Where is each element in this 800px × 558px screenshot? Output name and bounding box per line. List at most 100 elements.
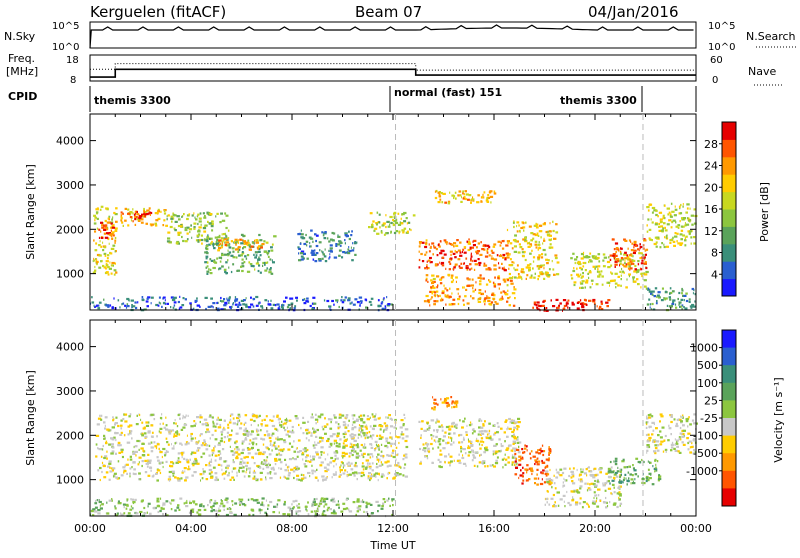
- power-cell: [193, 307, 195, 310]
- velocity-cell: [357, 436, 359, 439]
- velocity-cell: [283, 500, 286, 504]
- velocity-cell: [381, 463, 384, 466]
- velocity-ytick-label: 2000: [56, 429, 84, 442]
- velocity-cell: [455, 426, 458, 429]
- velocity-cell: [207, 504, 209, 507]
- power-cell: [460, 200, 463, 203]
- velocity-cell: [586, 502, 588, 505]
- power-cell: [155, 219, 159, 222]
- power-cell: [543, 264, 545, 267]
- power-cell: [551, 246, 554, 249]
- power-cell: [227, 229, 230, 232]
- power-cell: [162, 224, 165, 227]
- power-cell: [537, 278, 539, 281]
- velocity-cell: [273, 472, 277, 475]
- power-cell: [639, 247, 641, 250]
- velocity-cell: [453, 401, 457, 404]
- velocity-cell: [620, 468, 623, 471]
- power-cell: [287, 303, 291, 307]
- velocity-cell: [538, 448, 541, 451]
- power-cell: [424, 245, 428, 249]
- velocity-cell: [319, 416, 322, 419]
- velocity-cell: [351, 423, 354, 426]
- velocity-cell: [602, 501, 606, 504]
- velocity-cell: [607, 467, 611, 470]
- power-cell: [478, 263, 481, 267]
- power-cell: [96, 263, 98, 266]
- velocity-cell: [187, 468, 190, 471]
- velocity-cell: [193, 460, 196, 463]
- power-cell: [626, 278, 628, 281]
- power-cell: [231, 247, 235, 250]
- velocity-cell: [138, 448, 140, 451]
- power-cell: [472, 287, 474, 290]
- velocity-cell: [619, 494, 622, 497]
- power-cell: [177, 233, 181, 236]
- power-cell: [158, 296, 161, 299]
- velocity-cell: [396, 453, 398, 457]
- velocity-cell: [272, 415, 275, 418]
- power-cell: [387, 225, 391, 228]
- velocity-cell: [338, 475, 341, 478]
- velocity-cell: [265, 499, 267, 502]
- velocity-cell: [552, 505, 556, 508]
- velocity-cell: [170, 508, 173, 511]
- velocity-cell: [467, 446, 471, 450]
- velocity-cell: [676, 441, 678, 445]
- power-cell: [167, 237, 171, 240]
- velocity-cell: [174, 476, 177, 479]
- velocity-cell: [243, 429, 247, 432]
- velocity-cell: [271, 419, 274, 422]
- velocity-cell: [127, 433, 130, 436]
- power-cell: [525, 266, 529, 269]
- velocity-cell: [612, 476, 616, 479]
- power-cell: [454, 249, 456, 253]
- velocity-cell: [678, 451, 682, 454]
- velocity-cell: [139, 510, 143, 514]
- velocity-cell: [354, 464, 357, 467]
- velocity-cell: [167, 478, 172, 481]
- velocity-cell: [657, 434, 660, 437]
- velocity-cell: [514, 456, 517, 460]
- velocity-cell: [274, 457, 278, 461]
- velocity-cell: [197, 513, 202, 516]
- velocity-cell: [311, 464, 313, 467]
- power-cell: [600, 302, 603, 305]
- power-cell: [682, 294, 684, 297]
- power-cell: [470, 284, 474, 287]
- power-cell: [228, 301, 230, 304]
- velocity-cell: [469, 421, 472, 424]
- velocity-cell: [183, 467, 187, 470]
- power-cell: [576, 273, 580, 276]
- velocity-cell: [689, 423, 692, 426]
- power-cell: [99, 228, 101, 231]
- power-cell: [669, 241, 672, 244]
- velocity-cell: [209, 501, 212, 504]
- velocity-cell: [206, 430, 211, 433]
- power-cell: [595, 283, 599, 286]
- velocity-cell: [514, 421, 517, 424]
- power-cell: [221, 242, 224, 245]
- power-cell: [117, 299, 120, 302]
- power-cell: [418, 250, 420, 253]
- velocity-cell: [667, 439, 670, 442]
- power-cell: [347, 248, 350, 251]
- velocity-cell: [366, 431, 369, 435]
- power-cell: [579, 266, 582, 269]
- velocity-cell: [563, 477, 565, 480]
- velocity-cell: [342, 456, 344, 459]
- power-cell: [264, 261, 268, 264]
- velocity-cell: [594, 474, 598, 477]
- velocity-cell: [302, 458, 304, 461]
- velocity-cell: [356, 498, 360, 501]
- power-cell: [643, 247, 645, 250]
- power-cell: [235, 256, 238, 259]
- power-cell: [332, 232, 336, 235]
- power-cell: [643, 239, 647, 242]
- velocity-cell: [261, 419, 263, 422]
- velocity-cell: [369, 425, 372, 428]
- power-cell: [452, 252, 456, 255]
- velocity-cell: [238, 501, 242, 505]
- power-cell: [93, 222, 97, 225]
- power-cell: [193, 212, 195, 215]
